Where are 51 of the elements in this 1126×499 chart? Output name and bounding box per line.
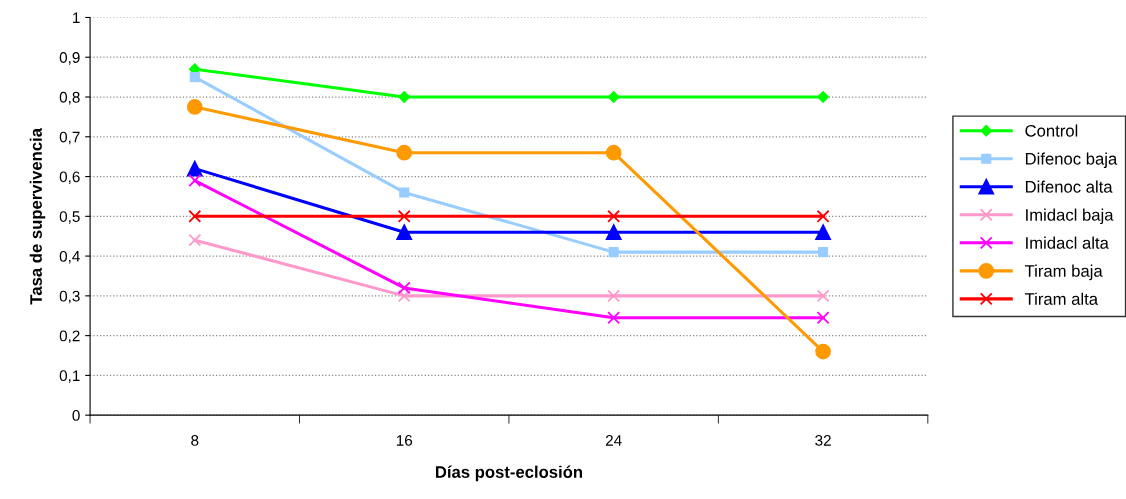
- y-tick-label: 0: [72, 410, 80, 421]
- point: [188, 233, 202, 247]
- point: [397, 209, 411, 223]
- point: [398, 91, 411, 103]
- x-axis-title: Días post-eclosión: [435, 465, 583, 482]
- legend-label: Control: [1025, 124, 1078, 137]
- y-tick-label: 0,9: [59, 52, 80, 65]
- point: [607, 91, 620, 103]
- point: [397, 289, 411, 303]
- point: [186, 99, 203, 115]
- legend-label: Tiram baja: [1024, 264, 1103, 281]
- legend-label: Difenoc alta: [1025, 180, 1113, 193]
- point: [608, 247, 619, 258]
- point: [607, 209, 621, 223]
- point: [186, 160, 203, 177]
- point: [188, 174, 202, 187]
- point: [815, 343, 831, 360]
- x-tick-label: 8: [191, 435, 199, 446]
- point: [816, 209, 830, 223]
- point: [607, 311, 621, 325]
- y-tick-label: 1: [73, 12, 80, 23]
- x-tick-label: 32: [815, 435, 831, 446]
- y-tick-label: 0,3: [59, 290, 80, 304]
- point: [815, 224, 831, 241]
- x-tick-label: 24: [605, 435, 622, 446]
- y-tick-label: 0,6: [59, 171, 80, 185]
- y-tick-label: 0,5: [59, 211, 80, 224]
- y-tick-label: 0,2: [59, 330, 80, 344]
- legend-label: Imidacl alta: [1026, 236, 1109, 249]
- point: [605, 224, 622, 241]
- point: [816, 311, 830, 325]
- point: [397, 281, 411, 295]
- point: [605, 144, 622, 161]
- point: [188, 209, 202, 223]
- legend-label: Tiram alta: [1024, 292, 1099, 305]
- y-tick-label: 0,1: [59, 370, 80, 383]
- y-tick-label: 0,7: [59, 131, 80, 145]
- point: [816, 289, 830, 303]
- point: [607, 289, 621, 303]
- point: [399, 187, 410, 198]
- point: [817, 91, 829, 103]
- point: [396, 224, 413, 241]
- x-tick-label: 16: [396, 435, 413, 446]
- point: [189, 72, 200, 83]
- point: [396, 144, 413, 161]
- legend-label: Difenoc baja: [1025, 152, 1118, 169]
- y-tick-label: 0,8: [59, 91, 80, 105]
- y-tick-label: 0,4: [59, 250, 80, 264]
- legend-label: Imidacl baja: [1026, 208, 1114, 225]
- point: [818, 247, 829, 258]
- y-axis-title: Tasa de supervivencia: [29, 127, 46, 305]
